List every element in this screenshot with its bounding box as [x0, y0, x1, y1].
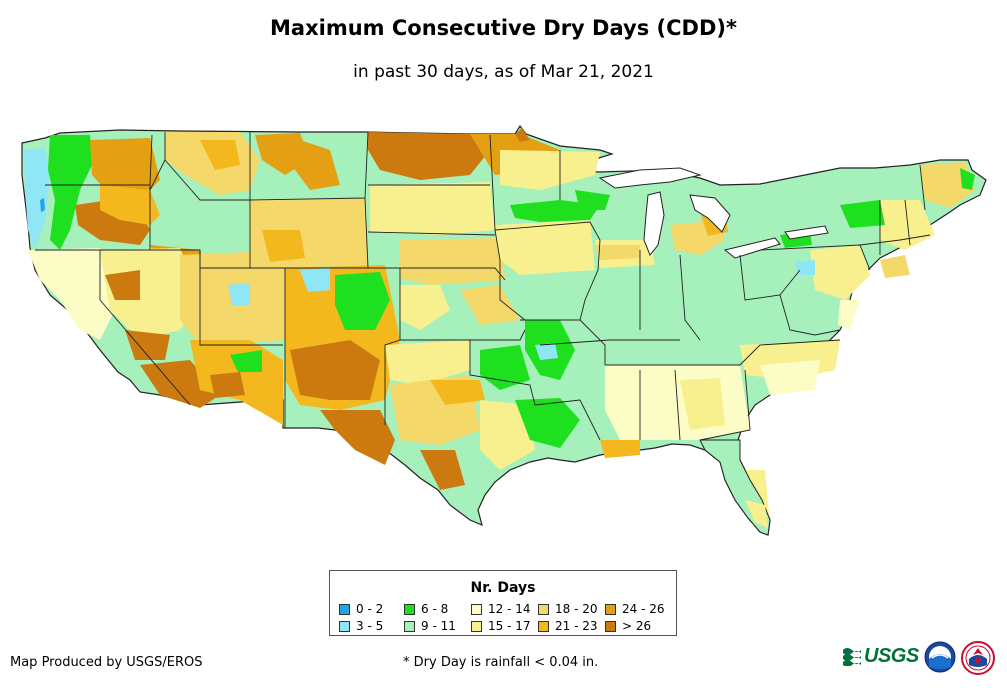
- legend-label: 3 - 5: [356, 619, 384, 633]
- legend-swatch: [404, 620, 415, 632]
- lake-superior: [598, 167, 702, 189]
- usgs-wave-icon: [843, 648, 861, 666]
- usgs-logo-text: USGS: [864, 644, 919, 667]
- legend-swatch: [538, 620, 549, 632]
- legend-item-12-14: 12 - 14: [471, 602, 531, 616]
- lake-ontario: [784, 225, 829, 240]
- legend-label: > 26: [622, 619, 652, 633]
- legend-swatch: [605, 603, 616, 615]
- legend-label: 6 - 8: [421, 602, 449, 616]
- legend-item-0-2: 0 - 2: [339, 602, 383, 616]
- legend-label: 21 - 23: [555, 619, 598, 633]
- legend-item-15-17: 15 - 17: [471, 619, 531, 633]
- dry-day-footnote: * Dry Day is rainfall < 0.04 in.: [403, 655, 599, 670]
- legend-swatch: [339, 620, 350, 632]
- legend-label: 0 - 2: [356, 602, 384, 616]
- legend-swatch: [404, 603, 415, 615]
- legend-item-9-11: 9 - 11: [404, 619, 456, 633]
- lake-michigan: [643, 191, 665, 256]
- lake-erie: [723, 237, 781, 259]
- legend-label: 24 - 26: [622, 602, 665, 616]
- legend-item-6-8: 6 - 8: [404, 602, 448, 616]
- legend-swatch: [471, 620, 482, 632]
- lake-huron: [689, 194, 731, 233]
- legend-item-3-5: 3 - 5: [339, 619, 383, 633]
- nws-logo-icon: [961, 641, 995, 675]
- noaa-logo-icon: [924, 641, 956, 673]
- map-subtitle: in past 30 days, as of Mar 21, 2021: [353, 62, 654, 82]
- legend-label: 18 - 20: [555, 602, 598, 616]
- state-boundaries: [35, 131, 931, 441]
- legend-label: 12 - 14: [488, 602, 531, 616]
- legend-label: 9 - 11: [421, 619, 456, 633]
- legend-swatch: [471, 603, 482, 615]
- legend-item-gt-26: > 26: [605, 619, 651, 633]
- credit-text: Map Produced by USGS/EROS: [10, 655, 203, 670]
- legend-swatch: [605, 620, 616, 632]
- legend: Nr. Days 0 - 2 3 - 5 6 - 8 9 - 11 12 - 1…: [329, 570, 677, 636]
- legend-item-21-23: 21 - 23: [538, 619, 598, 633]
- legend-swatch: [538, 603, 549, 615]
- map-title: Maximum Consecutive Dry Days (CDD)*: [270, 16, 737, 40]
- legend-title: Nr. Days: [470, 580, 536, 596]
- legend-swatch: [339, 603, 350, 615]
- legend-item-18-20: 18 - 20: [538, 602, 598, 616]
- legend-item-24-26: 24 - 26: [605, 602, 665, 616]
- usgs-logo: USGS: [843, 643, 919, 669]
- legend-label: 15 - 17: [488, 619, 531, 633]
